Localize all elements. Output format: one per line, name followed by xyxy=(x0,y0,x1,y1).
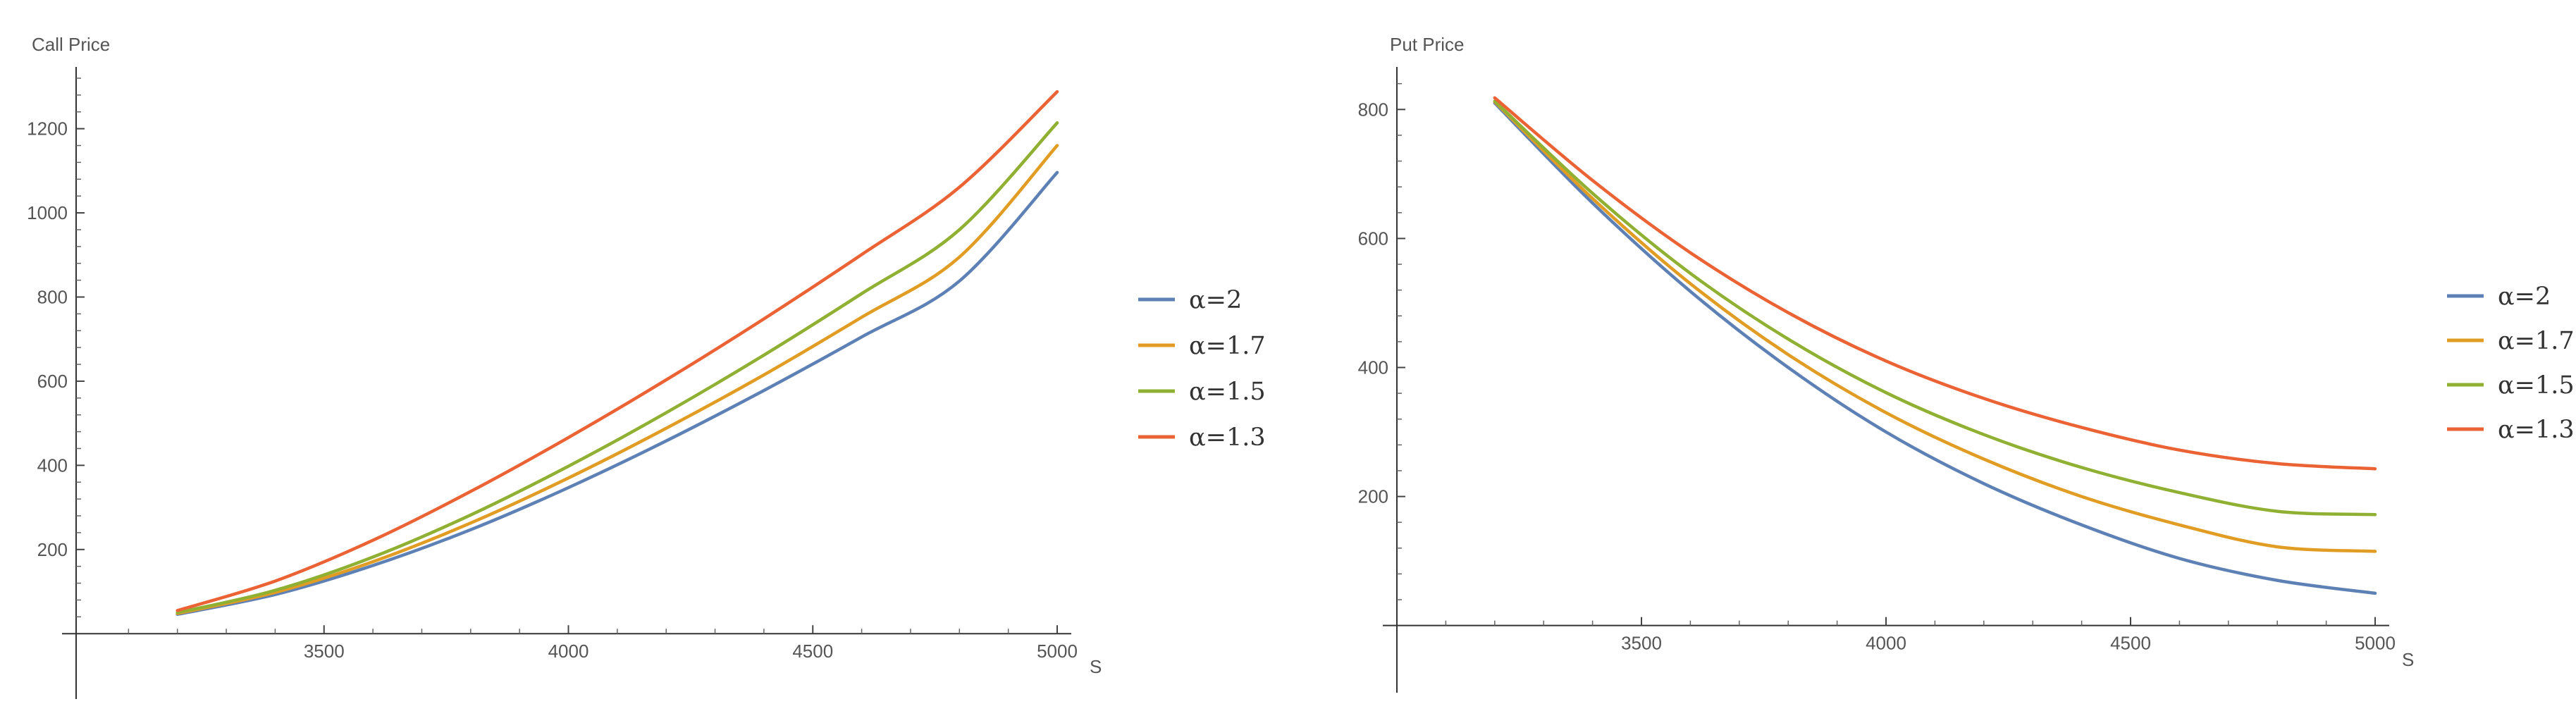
put-series-line-3 xyxy=(1493,96,2377,471)
call-legend-label: α=2 xyxy=(1189,286,1242,314)
call-y-axis-label: Call Price xyxy=(32,34,110,55)
call-legend-label: α=1.5 xyxy=(1189,378,1266,406)
put-y-tick-label: 400 xyxy=(1358,357,1388,378)
put-y-axis-label: Put Price xyxy=(1390,34,1465,55)
call-price-chart: 200 400 600 800 1000 1200 3500 4000 4500 5000 Call… xyxy=(0,0,1283,723)
put-x-axis-label: S xyxy=(2402,649,2414,670)
call-y-tick-label: 400 xyxy=(37,455,68,476)
put-y-tick-label: 600 xyxy=(1358,228,1388,249)
put-legend-label: α=1.3 xyxy=(2498,416,2575,444)
call-series-line-1 xyxy=(175,144,1059,615)
put-y-tick-label: 200 xyxy=(1358,486,1388,507)
call-x-tick-label: 4000 xyxy=(548,641,589,662)
put-series-line-2 xyxy=(1493,99,2377,517)
call-y-tick-label: 1200 xyxy=(27,118,68,140)
call-y-tick-label: 200 xyxy=(37,539,68,560)
put-series-line-0 xyxy=(1493,101,2377,595)
call-x-tick-label: 5000 xyxy=(1037,641,1078,662)
put-legend-label: α=2 xyxy=(2498,283,2551,311)
put-y-tick-label: 800 xyxy=(1358,99,1388,120)
call-x-tick-label: 3500 xyxy=(304,641,345,662)
call-series-line-3 xyxy=(175,89,1059,612)
put-x-tick-label: 5000 xyxy=(2355,633,2396,654)
put-x-tick-label: 4000 xyxy=(1866,633,1906,654)
put-series-line-1 xyxy=(1493,100,2377,553)
call-legend-label: α=1.7 xyxy=(1189,332,1266,360)
call-y-tick-label: 600 xyxy=(37,371,68,392)
put-legend-label: α=1.7 xyxy=(2498,327,2575,355)
call-y-tick-label: 800 xyxy=(37,286,68,307)
put-price-chart-svg: 200 400 600 800 3500 4000 4500 5000 Put Price Sα=… xyxy=(1358,34,2575,693)
call-series-line-0 xyxy=(175,171,1059,617)
put-x-tick-label: 3500 xyxy=(1621,633,1662,654)
call-series-line-2 xyxy=(175,121,1059,614)
call-legend-label: α=1.3 xyxy=(1189,424,1266,452)
call-x-axis-label: S xyxy=(1090,656,1102,677)
call-price-chart-svg: 200 400 600 800 1000 1200 3500 4000 4500 5000 Call… xyxy=(27,34,1266,699)
call-x-tick-label: 4500 xyxy=(792,641,833,662)
put-x-tick-label: 4500 xyxy=(2110,633,2151,654)
put-legend-label: α=1.5 xyxy=(2498,371,2575,400)
call-y-tick-label: 1000 xyxy=(27,202,68,223)
